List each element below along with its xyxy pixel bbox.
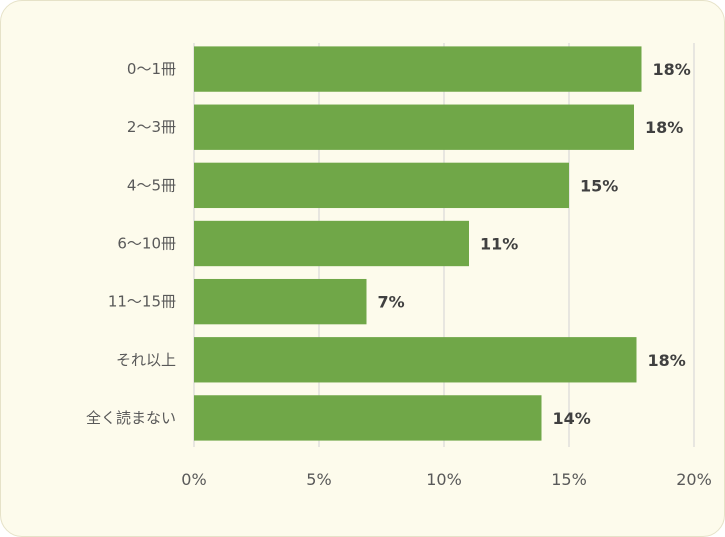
bar bbox=[194, 278, 367, 325]
x-tick-label: 5% bbox=[306, 470, 331, 489]
data-labels: 18% 18% 15% 11% 7% 18% 14% bbox=[378, 60, 691, 428]
data-label: 18% bbox=[648, 351, 686, 370]
data-label: 15% bbox=[580, 176, 618, 195]
x-tick-label: 15% bbox=[551, 470, 587, 489]
category-label: 2～3冊 bbox=[127, 118, 176, 136]
data-label: 7% bbox=[378, 293, 405, 312]
x-tick-label: 0% bbox=[181, 470, 206, 489]
x-tick-labels: 0% 5% 10% 15% 20% bbox=[181, 470, 711, 489]
bar bbox=[194, 104, 634, 150]
bar bbox=[194, 46, 642, 92]
bar bbox=[194, 162, 569, 209]
data-label: 11% bbox=[480, 235, 518, 254]
x-tick-label: 10% bbox=[426, 470, 462, 489]
data-label: 18% bbox=[653, 60, 691, 79]
category-label: 0～1冊 bbox=[127, 60, 176, 78]
bar bbox=[194, 395, 542, 441]
category-label: 4～5冊 bbox=[127, 176, 176, 194]
x-tick-label: 20% bbox=[676, 470, 712, 489]
data-label: 14% bbox=[553, 409, 591, 428]
bar bbox=[194, 220, 469, 267]
category-label: 全く読まない bbox=[86, 409, 176, 427]
category-label: 11～15冊 bbox=[108, 293, 176, 311]
data-label: 18% bbox=[645, 118, 683, 137]
category-label: それ以上 bbox=[116, 351, 176, 369]
bars bbox=[194, 46, 642, 441]
bar bbox=[194, 337, 637, 383]
category-label: 6～10冊 bbox=[117, 235, 176, 253]
